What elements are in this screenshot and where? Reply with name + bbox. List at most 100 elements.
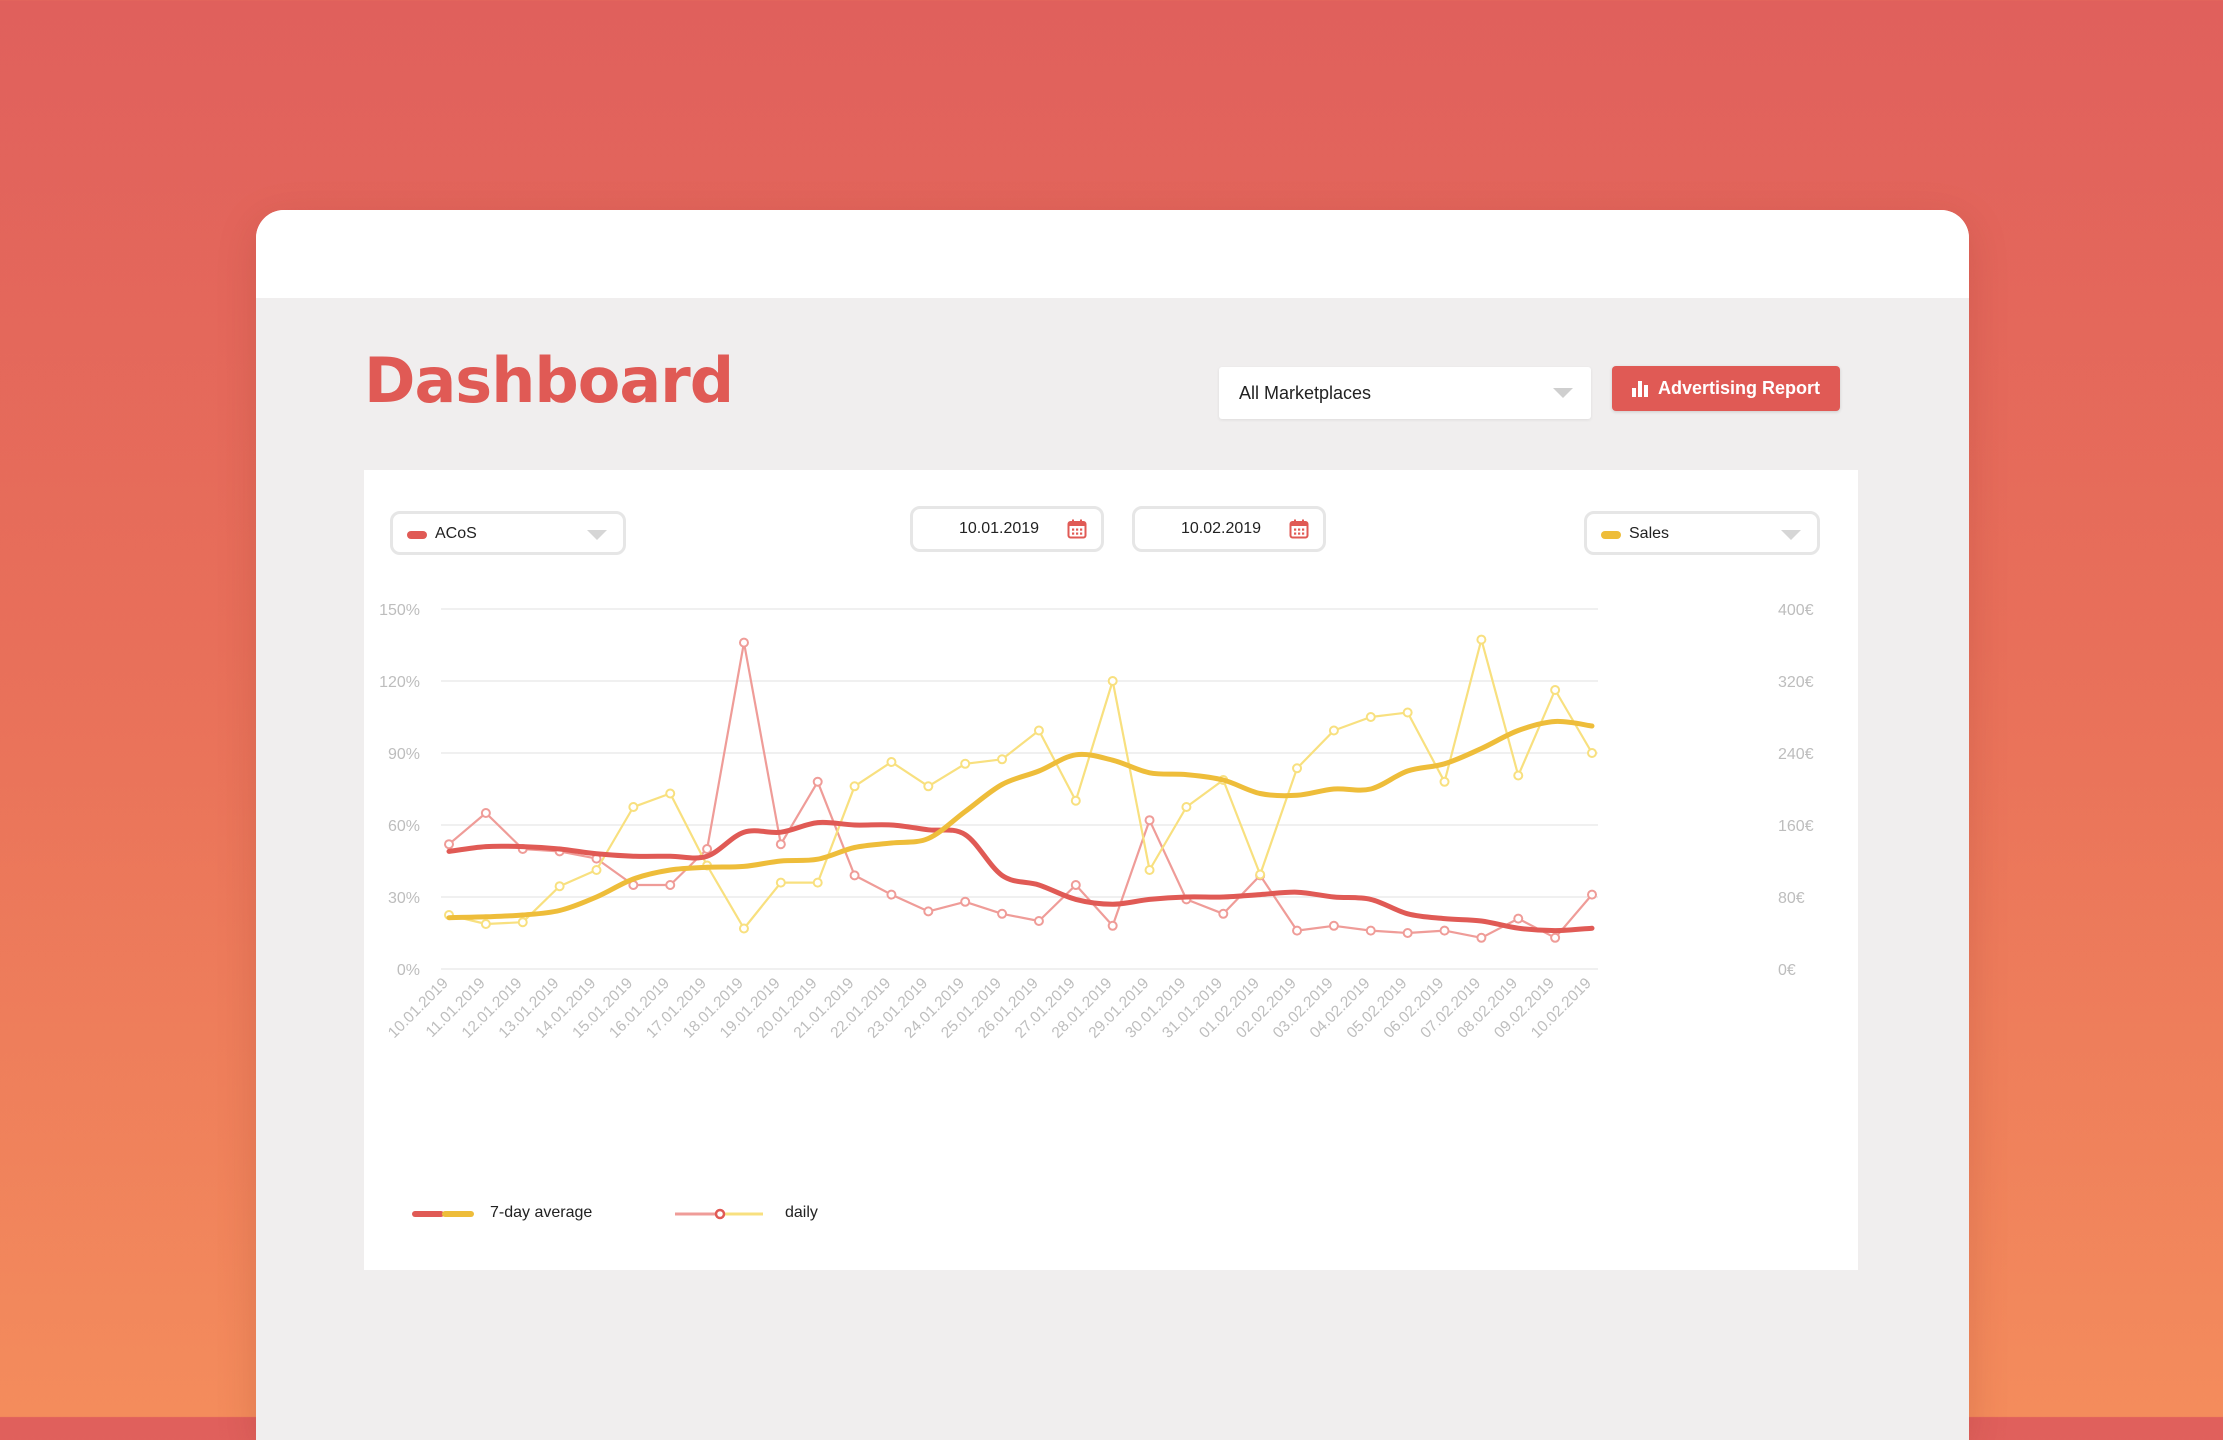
y-right-tick-label: 0€ [1778,962,1796,979]
average-line-swatch [412,1211,474,1217]
acos-daily-point [1513,913,1524,924]
right-metric-select[interactable]: Sales [1584,511,1820,555]
y-right-tick-label: 400€ [1778,602,1814,619]
acos-daily-point [480,808,491,818]
sales-daily-point [997,754,1008,765]
legend-average-label: 7-day average [490,1204,593,1221]
sales-daily-point [1255,869,1266,880]
y-left-tick-label: 150% [379,602,420,619]
sales-daily-point [1292,763,1303,774]
acos-daily-point [1144,815,1155,826]
acos-daily-point [1550,932,1561,943]
acos-daily-point [1402,928,1413,938]
chevron-down-icon [1553,388,1573,398]
chart-card: ACoS 10.01.2019 10.02.2019 [364,470,1858,1270]
chevron-down-icon [587,530,607,540]
y-left-tick-label: 30% [388,890,420,907]
y-right-tick-label: 80€ [1778,890,1805,907]
calendar-icon[interactable] [1067,519,1087,539]
advertising-report-button[interactable]: Advertising Report [1612,366,1840,411]
advertising-report-label: Advertising Report [1658,378,1821,398]
acos-daily-point [1328,920,1339,931]
chevron-down-icon [1781,530,1801,540]
acos-daily-point [1033,916,1044,926]
sales-daily-point [886,757,897,767]
page-title: Dashboard [364,344,734,417]
legend-daily-label: daily [785,1204,818,1221]
left-metric-label: ACoS [435,525,477,542]
acos-daily-point [1107,920,1118,931]
sales-daily-point [665,788,676,799]
acos-daily-point [1070,880,1081,890]
y-left-tick-label: 90% [388,746,420,763]
sales-daily-point [1587,748,1597,758]
acos-daily-point [665,880,676,890]
acos-daily-point [738,637,749,648]
sales-daily-point [1402,707,1413,718]
daily-line-swatch [675,1208,763,1220]
sales-daily-point [775,877,786,888]
sales-daily-point [1476,634,1487,645]
sales-daily-point [812,877,823,888]
acos-daily-point [849,870,860,881]
acos-daily-point [886,889,897,900]
acos-daily-point [775,839,786,850]
sales-daily-point [1181,802,1192,812]
sales-daily-point [923,781,934,792]
acos-daily-point [1587,889,1597,900]
calendar-icon[interactable] [1289,519,1309,539]
y-left-tick-label: 120% [379,674,420,691]
sales-daily-point [849,781,860,792]
sales-daily-point [1439,776,1450,787]
acos-daily-point [997,908,1008,919]
y-left-tick-label: 60% [388,818,420,835]
line-chart: 0% 0€ 30% 80€ 60% 160€ 90% 240€ 120% 320€ 150% 400€… [379,602,1814,1042]
acos-daily-point [1476,932,1487,943]
acos-daily-point [812,776,823,787]
sales-daily-point [960,758,971,769]
date-to-value: 10.02.2019 [1181,520,1262,537]
date-from-field[interactable]: 10.01.2019 [910,506,1104,552]
acos-daily-point [1365,925,1376,936]
sales-daily-line [448,638,1593,930]
sales-daily-point [554,881,565,892]
sales-daily-point [1365,712,1376,722]
app-window: Dashboard All Marketplaces Advertising R… [256,210,1969,1440]
bar-chart-icon [1632,381,1648,397]
window-top-bar [256,210,1969,298]
sales-daily-point [738,923,749,934]
date-from-value: 10.01.2019 [959,520,1040,537]
acos-daily-point [1292,925,1303,936]
marketplace-select-value: All Marketplaces [1239,383,1372,403]
sales-daily-point [591,865,602,875]
sales-daily-point [1513,770,1524,781]
acos-daily-point [1218,908,1229,919]
sales-daily-point [1550,685,1561,695]
sales-daily-point [1328,725,1339,736]
y-right-tick-label: 240€ [1778,746,1814,763]
sales-daily-point [480,919,491,929]
right-metric-label: Sales [1629,525,1670,542]
acos-daily-point [702,844,713,854]
sales-color-swatch [1601,531,1621,539]
y-right-tick-label: 160€ [1778,818,1814,835]
sales-daily-point [1107,676,1118,686]
acos-color-swatch [407,531,427,539]
acos-daily-line [448,641,1593,939]
acos-daily-point [1439,925,1450,936]
sales-daily-point [1070,795,1081,806]
date-to-field[interactable]: 10.02.2019 [1132,506,1326,552]
y-right-tick-label: 320€ [1778,674,1814,691]
left-metric-select[interactable]: ACoS [390,511,626,555]
marketplace-select[interactable]: All Marketplaces [1219,367,1591,419]
sales-daily-point [628,802,639,812]
acos-daily-point [923,906,934,917]
acos-average-line [446,819,1595,934]
acos-daily-point [444,839,454,850]
y-left-tick-label: 0% [397,962,420,979]
acos-daily-point [960,896,971,907]
sales-daily-point [517,917,528,928]
sales-average-line [446,718,1595,921]
sales-daily-point [1144,865,1155,875]
sales-daily-point [1033,725,1044,736]
